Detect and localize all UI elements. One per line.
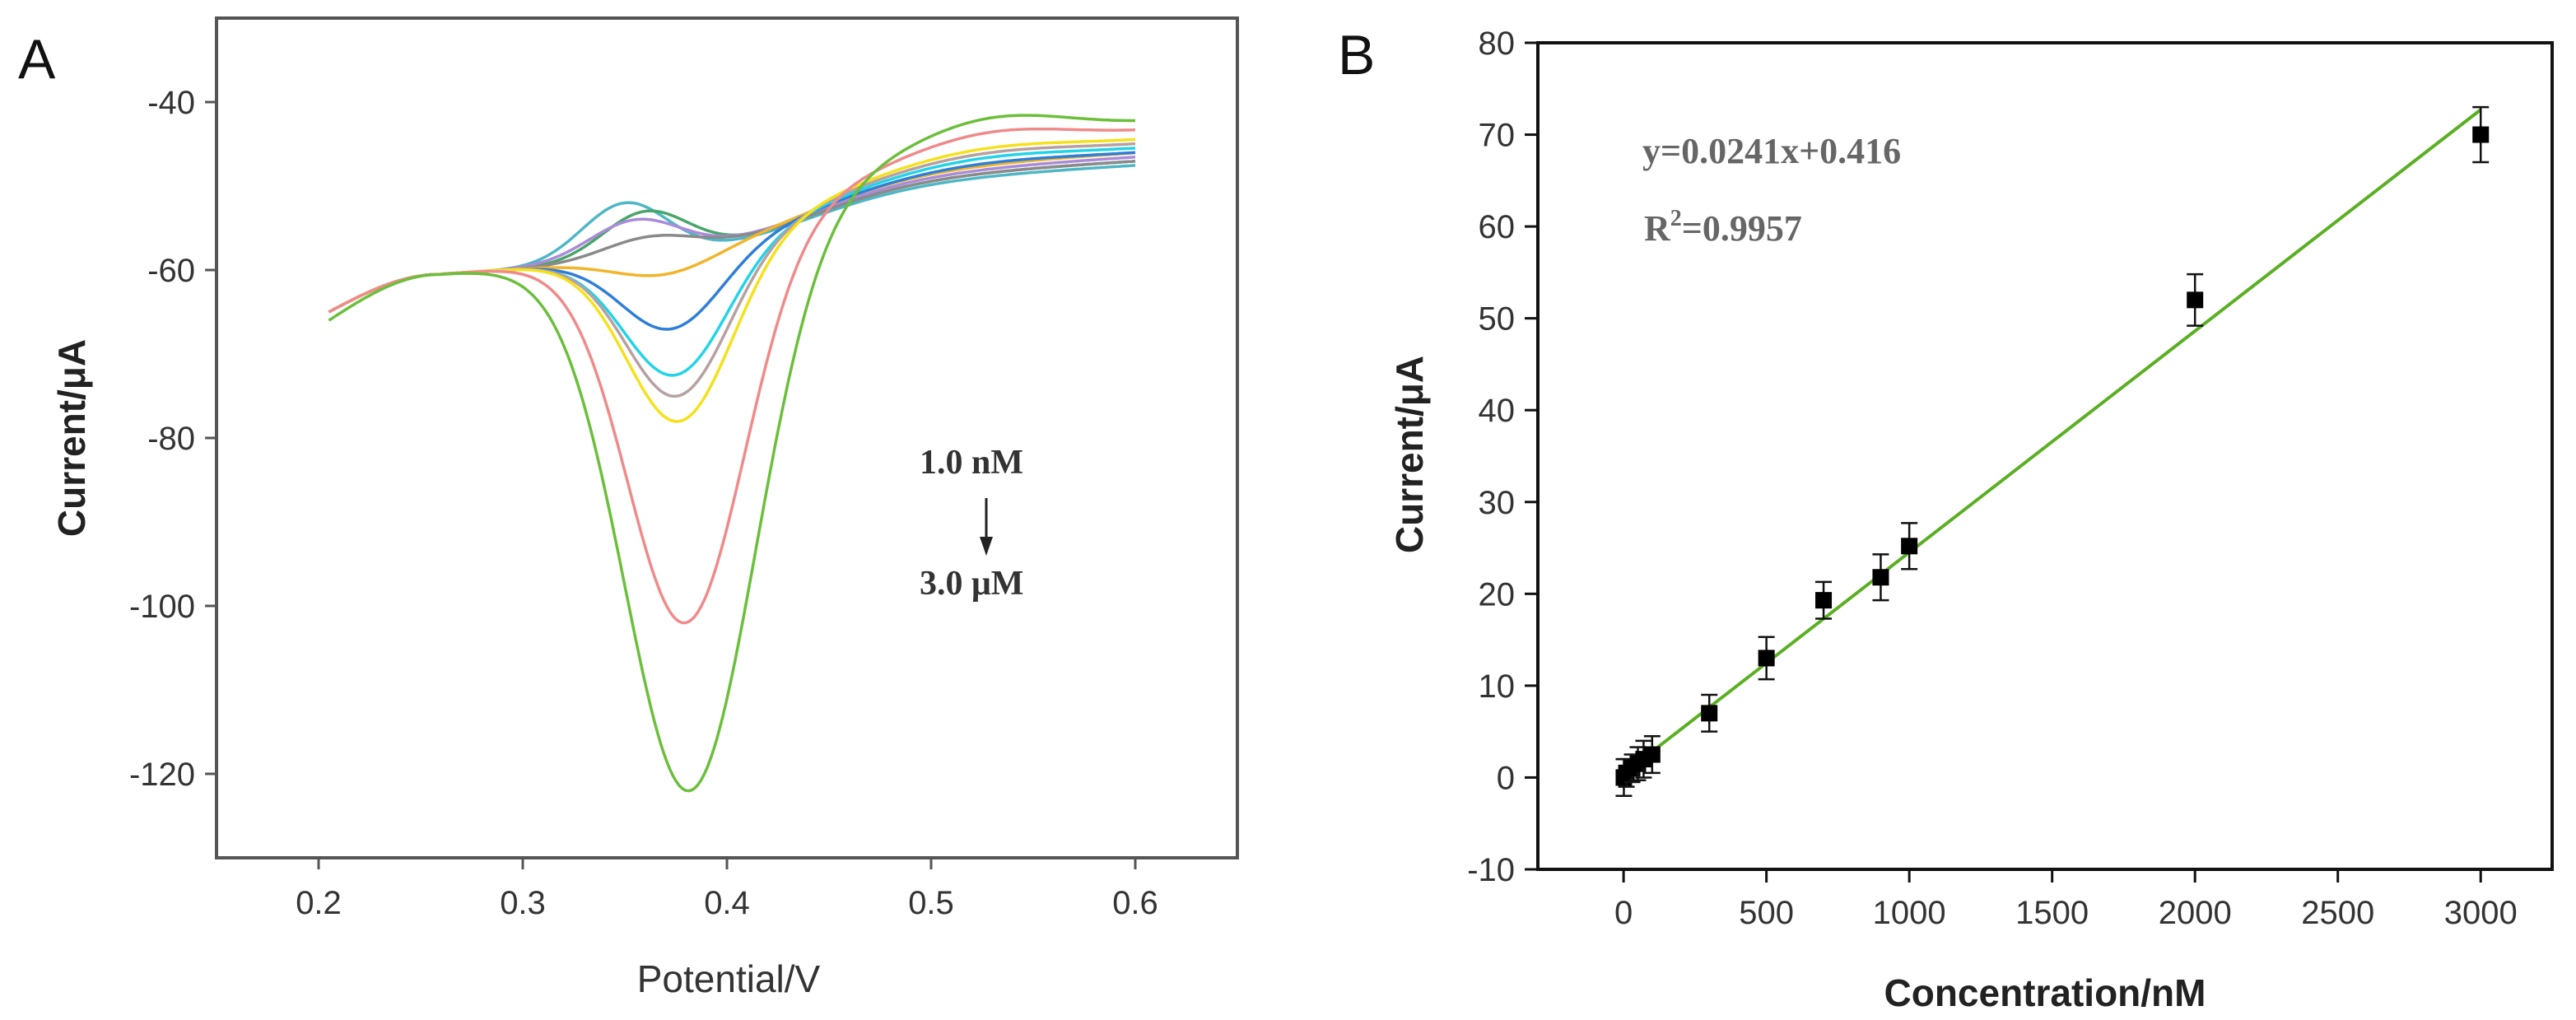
chart-a-x-tick-label: 0.2 <box>296 885 342 921</box>
chart-a-x-tick-label: 0.4 <box>704 885 750 921</box>
chart-b-x-tick-label: 1500 <box>2015 895 2089 931</box>
chart-b-equation: y=0.0241x+0.416 <box>1642 131 1901 171</box>
chart-b-data-point <box>1701 705 1718 722</box>
chart-a-x-ticks: 0.2 0.3 0.4 0.5 0.6 <box>296 858 1158 921</box>
chart-a-x-tick-label: 0.5 <box>908 885 954 921</box>
chart-b-y-axis-label: Current/μA <box>1388 356 1431 553</box>
r2-prefix: R <box>1644 208 1671 249</box>
chart-b-data-point <box>1815 592 1833 609</box>
chart-a-series-c5 <box>328 151 1136 314</box>
chart-a-annotation-end: 3.0 μM <box>920 565 1023 603</box>
chart-a-x-tick-label: 0.3 <box>500 885 546 921</box>
chart-a-series-c8 <box>328 142 1136 398</box>
panel-a-label: A <box>18 28 56 91</box>
chart-b-x-tick-label: 0 <box>1614 895 1633 931</box>
chart-b-y-tick-label: 60 <box>1479 209 1516 245</box>
chart-b-y-tick-label: 10 <box>1479 668 1516 705</box>
chart-b-data-point <box>1901 538 1918 555</box>
chart-b-x-tick-label: 3000 <box>2444 895 2518 931</box>
chart-a-curves <box>328 114 1136 793</box>
chart-a-y-tick-label: -120 <box>129 757 195 793</box>
r2-value: =0.9957 <box>1682 208 1802 249</box>
chart-a-series-c9 <box>328 137 1136 423</box>
chart-b-y-tick-label: 50 <box>1479 301 1516 338</box>
chart-a-x-axis-label: Potential/V <box>637 957 821 1000</box>
chart-a-y-tick-label: -80 <box>147 421 195 457</box>
chart-b-y-tick-label: 70 <box>1479 118 1516 154</box>
chart-b: 0 500 1000 1500 2000 2500 3000 -10 0 10 20 30 40 50 6… <box>1388 26 2554 1014</box>
chart-a-series-c11 <box>328 114 1135 793</box>
chart-a-y-ticks: -40 -60 -80 -100 -120 <box>129 85 217 793</box>
chart-a: 0.2 0.3 0.4 0.5 0.6 -40 -60 -80 -100 -120 Potent… <box>50 16 1239 1000</box>
chart-b-y-tick-label: -10 <box>1467 852 1515 888</box>
chart-b-data-point <box>1758 650 1775 667</box>
chart-b-x-tick-label: 1000 <box>1873 895 1946 931</box>
chart-a-annotation-start: 1.0 nM <box>920 444 1023 482</box>
chart-b-y-tick-label: 30 <box>1479 485 1516 521</box>
chart-a-series-c3 <box>328 155 1136 314</box>
chart-b-y-tick-label: 40 <box>1479 393 1516 429</box>
chart-b-x-tick-label: 500 <box>1739 895 1794 931</box>
chart-b-r-squared: R2=0.9957 <box>1644 206 1802 249</box>
chart-b-points <box>1615 105 2490 798</box>
chart-b-y-tick-label: 20 <box>1479 576 1516 612</box>
chart-b-data-point <box>1872 569 1889 586</box>
chart-b-data-point <box>1643 746 1661 763</box>
r2-superscript: 2 <box>1670 206 1682 231</box>
chart-a-y-tick-label: -60 <box>147 253 195 289</box>
chart-b-data-point <box>2472 126 2490 143</box>
chart-a-y-axis-label: Current/μA <box>50 339 93 537</box>
chart-b-frame <box>1536 41 2554 871</box>
chart-b-y-ticks: -10 0 10 20 30 40 50 60 70 80 <box>1467 26 1538 888</box>
chart-a-series-c10 <box>328 127 1136 625</box>
chart-b-x-ticks: 0 500 1000 1500 2000 2500 3000 <box>1614 869 2518 931</box>
chart-a-series-c4 <box>328 160 1136 314</box>
chart-a-y-tick-label: -100 <box>129 589 195 625</box>
chart-b-data-point <box>2187 291 2204 309</box>
chart-a-y-tick-label: -40 <box>147 85 195 121</box>
chart-a-annotation-arrow-icon <box>980 537 993 556</box>
chart-b-y-tick-label: 80 <box>1479 26 1516 62</box>
chart-a-series-c1 <box>328 164 1136 314</box>
chart-a-frame <box>215 16 1239 859</box>
panel-b-label: B <box>1338 24 1375 86</box>
chart-b-x-tick-label: 2500 <box>2301 895 2374 931</box>
chart-b-x-axis-label: Concentration/nM <box>1884 971 2206 1014</box>
chart-a-x-tick-label: 0.6 <box>1112 885 1158 921</box>
chart-b-y-tick-label: 0 <box>1497 760 1515 796</box>
chart-b-x-tick-label: 2000 <box>2159 895 2232 931</box>
